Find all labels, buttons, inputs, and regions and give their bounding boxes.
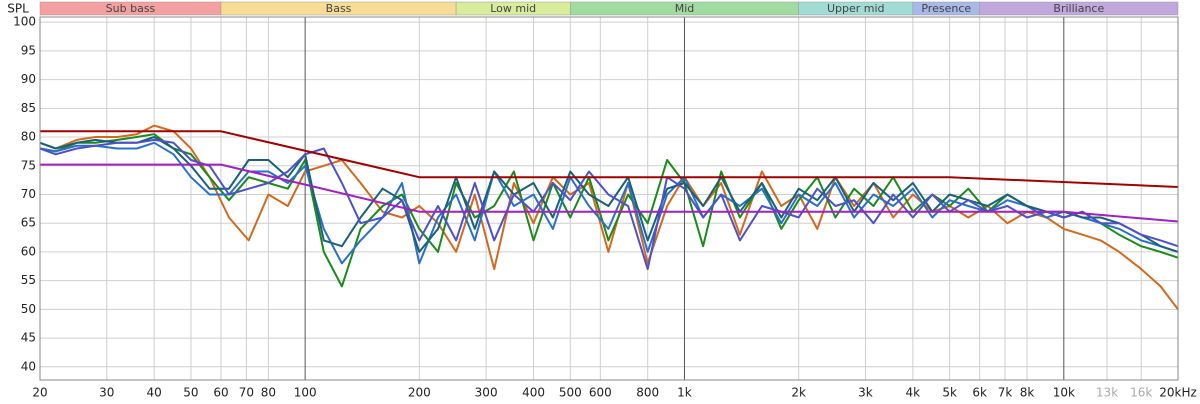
x-tick-label: 13k — [1096, 386, 1118, 400]
x-tick-label: 80 — [261, 386, 276, 400]
band-label: Presence — [921, 2, 971, 15]
x-tick-label: 6k — [972, 386, 987, 400]
x-tick-label: 5k — [942, 386, 957, 400]
y-tick-label: 90 — [21, 72, 36, 86]
y-tick-label: 65 — [21, 216, 36, 230]
plot-area — [39, 16, 1179, 381]
response-curve — [40, 130, 1179, 188]
y-tick-label: 100 — [13, 15, 36, 29]
x-tick-label: 800 — [636, 386, 659, 400]
x-tick-label: 70 — [239, 386, 254, 400]
response-curve — [39, 136, 1179, 253]
band-label: Low mid — [490, 2, 536, 15]
y-tick-label: 45 — [21, 331, 36, 345]
y-axis-label: SPL — [7, 2, 29, 16]
x-tick-label: 50 — [183, 386, 198, 400]
band-label: Mid — [675, 2, 695, 15]
y-tick-label: 50 — [21, 302, 36, 316]
plot-frame — [39, 16, 1179, 381]
x-tick-label: 300 — [475, 386, 498, 400]
x-tick-label: 400 — [522, 386, 545, 400]
x-tick-label: 8k — [1020, 386, 1035, 400]
response-curve — [40, 163, 1179, 223]
x-tick-label: 2k — [791, 386, 806, 400]
band-label: Sub bass — [106, 2, 156, 15]
x-tick-label: 30 — [99, 386, 114, 400]
y-tick-label: 40 — [21, 359, 36, 373]
x-tick-label: 4k — [906, 386, 921, 400]
y-tick-label: 95 — [21, 43, 36, 57]
y-tick-label: 85 — [21, 101, 36, 115]
y-tick-label: 55 — [21, 273, 36, 287]
x-tick-label: 3k — [858, 386, 873, 400]
x-tick-label: 200 — [408, 386, 431, 400]
band-label: Brilliance — [1053, 2, 1104, 15]
x-tick-label: 100 — [294, 386, 317, 400]
y-tick-label: 60 — [21, 244, 36, 258]
x-tick-label: 20kHz — [1159, 386, 1197, 400]
x-tick-label: 10k — [1053, 386, 1075, 400]
x-tick-label: 16k — [1130, 386, 1152, 400]
x-tick-label: 1k — [677, 386, 692, 400]
band-label: Bass — [326, 2, 352, 15]
x-tick-label: 60 — [213, 386, 228, 400]
x-tick-label: 500 — [559, 386, 582, 400]
x-tick-label: 7k — [998, 386, 1013, 400]
x-tick-label: 20 — [32, 386, 47, 400]
x-tick-label: 40 — [147, 386, 162, 400]
y-tick-label: 70 — [21, 187, 36, 201]
band-label: Upper mid — [827, 2, 885, 15]
x-tick-label: 600 — [589, 386, 612, 400]
band-bar — [979, 1, 1179, 16]
y-tick-label: 75 — [21, 158, 36, 172]
y-tick-label: 80 — [21, 130, 36, 144]
